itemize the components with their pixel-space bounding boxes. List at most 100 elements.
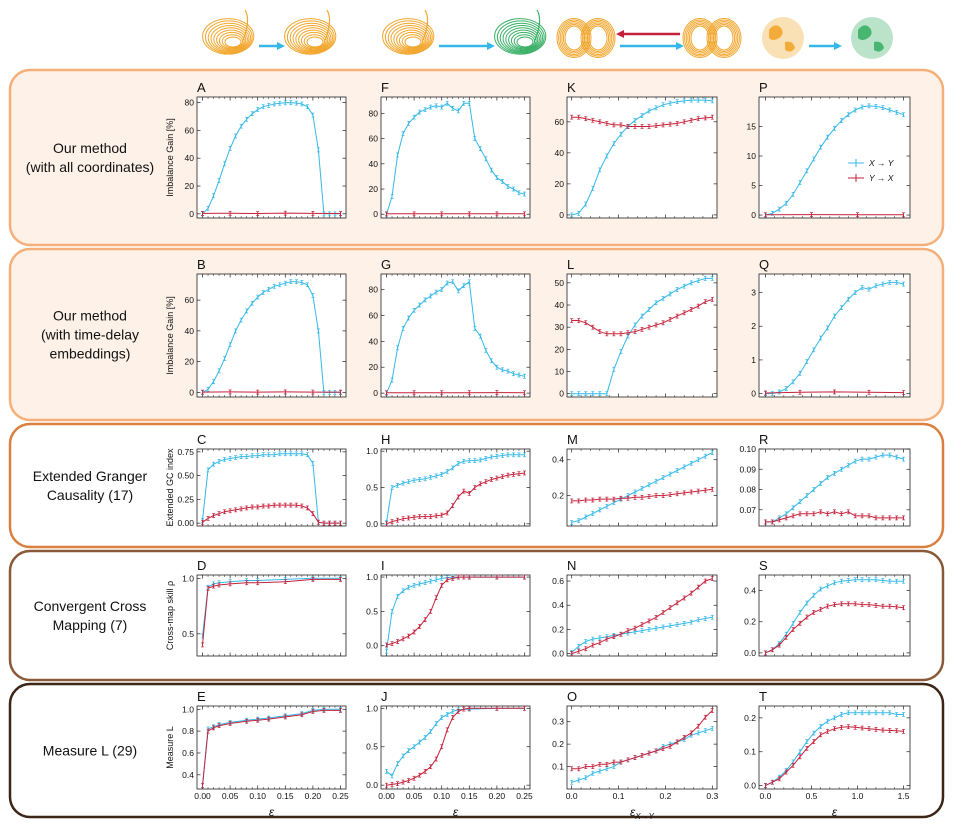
y-tick-label: 0.10 [739,444,756,454]
plot-area [196,574,347,657]
x-axis-label: εX→Y [630,805,655,821]
y-tick-label: 0.09 [739,464,756,474]
y-tick-label: 0 [751,210,756,220]
globe-land [858,25,884,52]
green-globe-icon [851,17,893,59]
legend-label: X → Y [868,158,895,168]
y-tick-label: 0.0 [366,519,378,529]
y-tick-label: 0 [373,209,378,219]
globe-icon [762,17,804,59]
x-tick-label: 0.20 [305,791,322,801]
x-tick-label: 0.0 [760,791,772,801]
y-tick-label: 40 [555,148,565,158]
x-tick-label: 0.05 [222,791,239,801]
x-tick-label: 0.2 [660,791,672,801]
series-line-x-to-y [202,102,341,215]
panel-letter: K [567,80,576,95]
plot-area [566,705,718,790]
y-axis-label: Imbalance Gain [%] [165,296,175,375]
rossler-attractor-icon [202,9,255,55]
series-line-y-to-x [202,578,341,645]
lorenz-loop [714,25,734,51]
panel-R: R 0.07 0.08 0.09 0.10 [739,432,911,527]
y-axis-label: Imbalance Gain [%] [165,118,175,197]
rossler-loop [502,25,542,52]
y-tick-label: 5 [751,181,756,191]
globe-land [769,25,795,52]
arrow-icon [259,42,285,50]
y-tick-label: 0.07 [739,505,756,515]
rossler-loop [286,20,335,54]
lorenz-loop [580,18,616,58]
y-tick-label: 0.4 [744,586,756,596]
series-line-y-to-x [202,504,341,524]
rossler-loop [221,34,244,49]
y-tick-label: 0.2 [744,617,756,627]
row-label: embeddings) [50,346,131,362]
panel-N: N 0.0 0.2 0.4 0.6 [552,558,718,659]
rossler-loop [303,34,326,49]
rossler-attractor-icon [382,9,435,55]
y-tick-label: 1.0 [182,704,194,714]
rossler-fold [534,9,541,41]
globe-disc [851,17,893,59]
rossler-loop [398,31,425,50]
y-tick-label: 0.0 [366,641,378,651]
y-tick-label: 0.3 [552,717,564,727]
x-tick-label: 0.10 [249,791,266,801]
y-tick-label: 1 [751,355,756,365]
lorenz-loop [711,22,737,54]
y-tick-label: 0.0 [744,781,756,791]
y-tick-label: 0 [559,389,564,399]
series-line-y-to-x [386,576,525,646]
green-attractor-icon [494,9,547,55]
panel-letter: J [381,689,388,704]
rossler-loop [298,29,329,51]
y-tick-label: 0.4 [552,600,564,610]
panel-D: D 0.5 1.0 Cross-map skill ρ [165,558,347,657]
x-tick-label: 0.25 [516,791,533,801]
rossler-loop [213,27,248,52]
rossler-loop [382,18,435,55]
x-axis-label: ε [269,805,275,819]
plot-area [566,273,718,398]
rossler-loop [384,20,433,54]
lorenz-loop [585,22,611,54]
y-tick-label: 60 [185,125,195,135]
x-axis-label: ε [453,805,459,819]
panel-T: T 0.0 0.5 1.0 1.5 0.0 0.1 0.2 ε [744,689,911,819]
panel-letter: O [567,689,577,704]
y-tick-label: 15 [747,122,757,132]
y-tick-label: 20 [555,179,565,189]
lorenz-loop [588,25,608,51]
panel-letter: E [197,689,206,704]
y-tick-label: 0.5 [366,742,378,752]
y-tick-label: 80 [369,285,379,295]
rossler-loop [207,22,252,53]
rossler-fold [242,9,249,41]
y-tick-label: 0.1 [552,762,564,772]
row-label: Our method [53,308,127,324]
rossler-loop [510,31,537,50]
arrow-icon [439,42,495,50]
arrow-head [676,42,684,50]
series-line-x-to-y [202,577,341,637]
y-axis-label: Cross-map skill ρ [165,581,175,650]
plot-area [196,273,347,398]
lorenz-loop [709,21,739,55]
y-axis-label: Extended GC index [165,448,175,527]
y-tick-label: 0.1 [744,747,756,757]
y-tick-label: 0.0 [366,780,378,790]
panel-letter: Q [759,257,769,272]
x-tick-label: 0.15 [277,791,294,801]
y-tick-label: 60 [369,310,379,320]
x-tick-label: 0.15 [461,791,478,801]
lorenz-loop [582,19,614,57]
panel-letter: S [759,558,768,573]
panel-letter: B [197,257,206,272]
y-tick-label: 0.0 [552,649,564,659]
plot-area [196,705,347,790]
panel-G: G 0 20 40 60 80 [369,257,531,398]
